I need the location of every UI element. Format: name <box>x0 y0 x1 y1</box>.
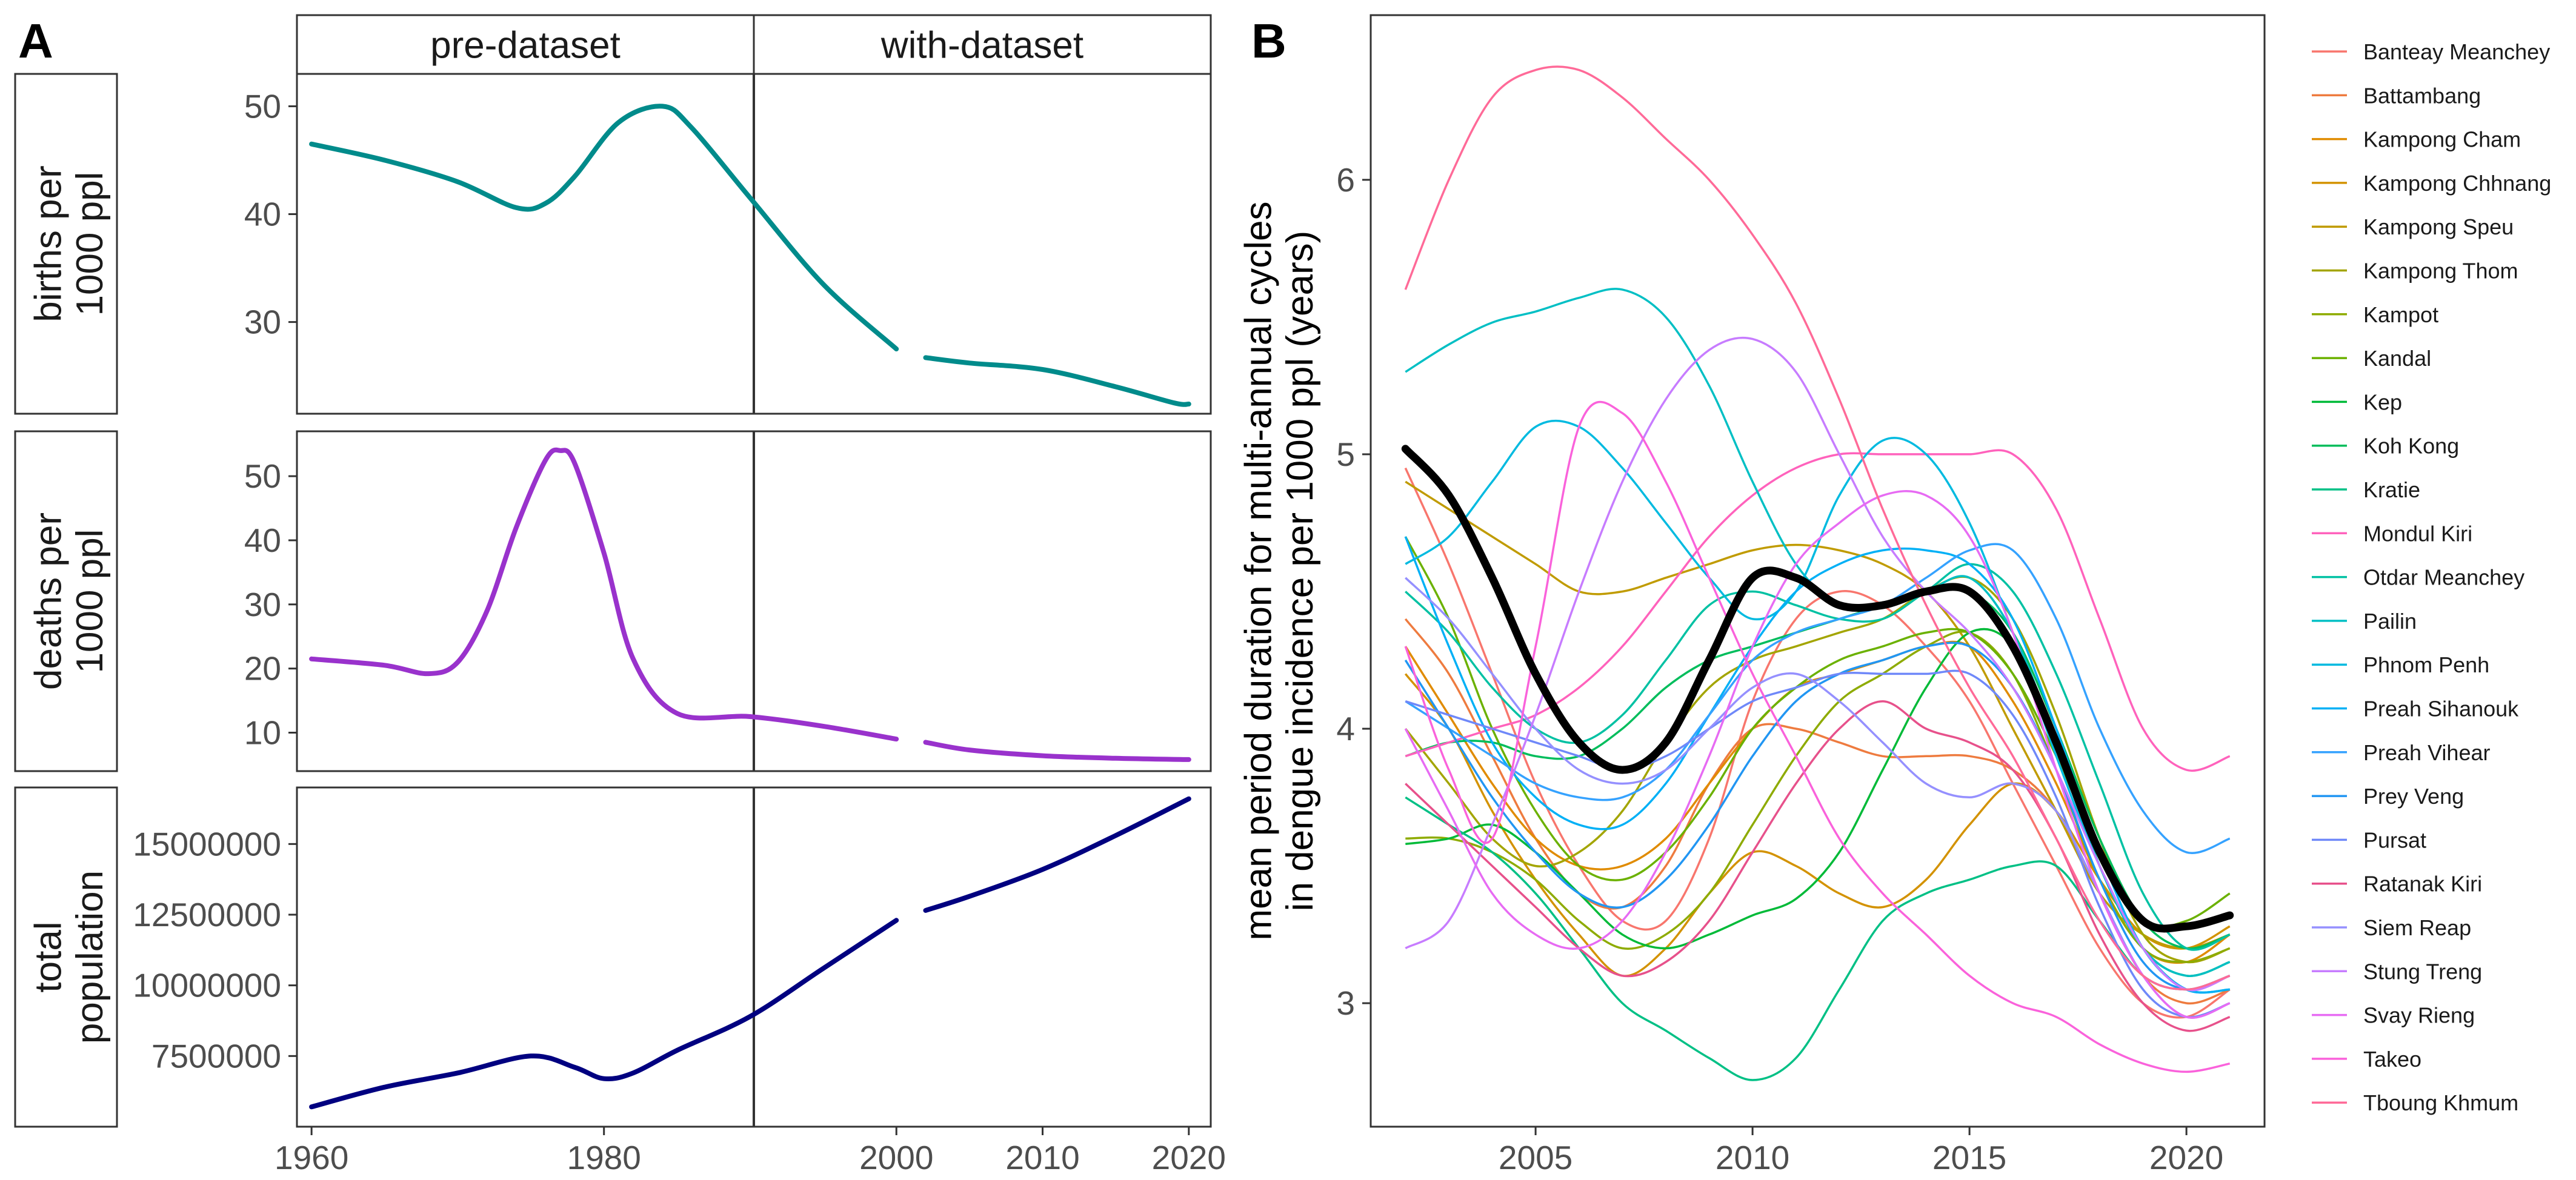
legend-label: Mondul Kiri <box>2363 521 2472 546</box>
series-line <box>1404 641 2231 991</box>
legend-label: Prey Veng <box>2363 784 2464 809</box>
facet-strip-row-label-line: 1000 ppl <box>69 172 111 316</box>
panel-b-period-chart: 3 4 5 6 2005 2010 2015 2020 mean period duration… <box>1238 14 2551 1176</box>
legend-label: Takeo <box>2363 1047 2421 1072</box>
legend-label: Kampong Chhnang <box>2363 171 2551 196</box>
x-tick-label: 2000 <box>859 1139 933 1176</box>
facet-strip-row <box>14 786 118 1128</box>
legend-label: Battambang <box>2363 83 2481 108</box>
legend-label: Pursat <box>2363 827 2426 852</box>
legend-label: Preah Vihear <box>2363 740 2490 765</box>
legend-label: Pailin <box>2363 609 2417 634</box>
y-tick-label: 50 <box>244 457 281 495</box>
legend-label: Kratie <box>2363 477 2420 502</box>
facet-strip-row-label-line: total <box>28 921 70 992</box>
series-line <box>923 355 1191 407</box>
legend-label: Kampong Speu <box>2363 214 2514 239</box>
panel-label-b: B <box>1251 14 1286 68</box>
series-line <box>1405 796 2231 1081</box>
series-line <box>1405 336 2231 992</box>
y-tick-label: 40 <box>244 196 281 233</box>
mean-series-line <box>1401 445 2234 933</box>
legend-label: Siem Reap <box>2363 915 2471 940</box>
series-line <box>1404 467 2231 1019</box>
series-line <box>309 104 899 352</box>
facet-strip-row-label-line: population <box>69 870 111 1044</box>
y-tick-label: 5 <box>1336 436 1355 473</box>
facet-strip-column <box>296 14 755 75</box>
facet-strip-label: with-dataset <box>880 25 1083 67</box>
facet-strip-row-label: deaths per1000 ppl <box>28 512 111 690</box>
x-tick-label: 2010 <box>1716 1139 1789 1176</box>
y-tick-label: 6 <box>1336 161 1355 199</box>
series-line <box>923 796 1191 913</box>
series-line <box>1404 400 2231 1073</box>
facet-strip-row <box>14 73 118 415</box>
y-axis-title: mean period duration for multi-annual cy… <box>1238 202 1321 941</box>
y-tick-label: 3 <box>1336 984 1355 1022</box>
x-tick-label: 2015 <box>1932 1139 2006 1176</box>
legend-label: Stung Treng <box>2363 959 2482 984</box>
panel-label-a: A <box>18 14 53 68</box>
legend-label: Koh Kong <box>2363 434 2459 459</box>
x-tick-label: 2005 <box>1499 1139 1573 1176</box>
facet-strip-column <box>753 14 1212 75</box>
legend-label: Banteay Meanchey <box>2363 39 2550 64</box>
series-group <box>1404 65 2231 1081</box>
y-tick-label: 10000000 <box>133 967 281 1004</box>
legend-label: Kampong Thom <box>2363 259 2518 283</box>
legend-label: Svay Rieng <box>2363 1003 2475 1028</box>
y-tick-label: 7500000 <box>151 1037 281 1075</box>
series-line <box>1404 489 2231 1019</box>
x-tick-label: 2010 <box>1005 1139 1079 1176</box>
x-tick-label: 2020 <box>1152 1139 1226 1176</box>
legend-label: Preah Sihanouk <box>2363 697 2519 721</box>
y-tick-label: 4 <box>1336 710 1355 747</box>
facet-strip-row <box>14 430 118 772</box>
facet-strip-row-label: totalpopulation <box>28 870 111 1044</box>
series-line <box>923 740 1191 762</box>
y-tick-label: 30 <box>244 586 281 623</box>
legend-label: Kampot <box>2363 302 2438 327</box>
facet-strip-row-label: births per1000 ppl <box>28 165 111 322</box>
series-line <box>1404 536 2230 994</box>
y-tick-label: 40 <box>244 522 281 559</box>
legend-label: Otdar Meanchey <box>2363 565 2524 590</box>
series-line <box>1404 65 2231 991</box>
facet-strip-row-label-line: 1000 ppl <box>69 529 111 674</box>
y-tick-label: 30 <box>244 303 281 341</box>
facet-strip-label: pre-dataset <box>430 25 621 67</box>
series-line <box>1405 480 2231 950</box>
x-tick-label: 2020 <box>2149 1139 2223 1176</box>
facet-strip-row-label-line: deaths per <box>28 512 70 690</box>
series-line <box>1405 700 2231 1032</box>
y-axis-title-line: in dengue incidence per 1000 ppl (years) <box>1279 231 1321 912</box>
legend-label: Kep <box>2363 389 2402 414</box>
legend-label: Ratanak Kiri <box>2363 872 2482 897</box>
y-tick-label: 15000000 <box>133 825 281 863</box>
legend-label: Kampong Cham <box>2363 127 2521 152</box>
x-tick-label: 1980 <box>567 1139 641 1176</box>
y-tick-label: 12500000 <box>133 896 281 933</box>
legend-label: Kandal <box>2363 346 2431 371</box>
y-axis-title-line: mean period duration for multi-annual cy… <box>1238 202 1280 941</box>
y-tick-label: 10 <box>244 714 281 751</box>
x-tick-label: 1960 <box>275 1139 348 1176</box>
legend-label: Tboung Khmum <box>2363 1090 2518 1115</box>
legend-label: Phnom Penh <box>2363 652 2489 677</box>
y-tick-label: 20 <box>244 650 281 688</box>
legend: Banteay Meanchey Battambang Kampong Cham Ka… <box>2312 39 2551 1115</box>
facet-strip-row-label-line: births per <box>28 165 70 322</box>
plot-frame <box>1370 14 2266 1128</box>
series-line <box>1405 543 2231 854</box>
y-tick-label: 50 <box>244 87 281 125</box>
series-line <box>309 447 899 742</box>
series-line <box>309 918 899 1110</box>
